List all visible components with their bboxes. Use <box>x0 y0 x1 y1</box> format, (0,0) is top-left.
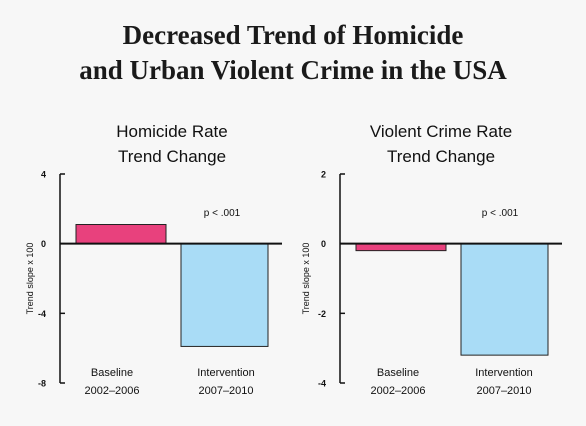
chart-1-y-axis-label: Trend slope x 100 <box>25 243 35 315</box>
chart-1-category-1-line-1: Baseline <box>91 367 133 379</box>
chart-2-ytick-label--4: -4 <box>318 379 326 389</box>
chart-2-y-axis-label: Trend slope x 100 <box>301 243 311 315</box>
chart-1-ytick-label--8: -8 <box>38 379 46 389</box>
chart-1-ytick-label-0: 0 <box>41 239 46 249</box>
chart-2-category-2-line-2: 2007–2010 <box>476 385 531 397</box>
chart-1-ytick-label-4: 4 <box>41 170 46 180</box>
chart-1-bar-intervention <box>180 243 269 347</box>
chart-2-category-1-line-1: Baseline <box>377 367 419 379</box>
main-title-line-2: and Urban Violent Crime in the USA <box>79 55 507 85</box>
chart-2-ytick-label--2: -2 <box>318 309 326 319</box>
chart-2-bar-baseline <box>355 243 447 252</box>
chart-2-category-2-line-1: Intervention <box>475 367 532 379</box>
chart-2-ytick-label-0: 0 <box>321 239 326 249</box>
main-title: Decreased Trend of Homicide and Urban Vi… <box>0 18 586 88</box>
chart-2-ytick-label-2: 2 <box>321 170 326 180</box>
chart-1-title-line-1: Homicide Rate <box>116 122 228 141</box>
chart-2-p-value: p < .001 <box>482 208 519 219</box>
chart-1-category-2-line-1: Intervention <box>197 367 254 379</box>
chart-1-ytick-label--4: -4 <box>38 309 46 319</box>
chart-1-title-line-2: Trend Change <box>118 147 226 166</box>
chart-2-title-line-1: Violent Crime Rate <box>370 122 512 141</box>
chart-1-p-value: p < .001 <box>204 208 241 219</box>
chart-1-bar-baseline <box>75 224 167 245</box>
chart-2-bar-intervention <box>460 243 549 356</box>
chart-1-category-1-line-2: 2002–2006 <box>84 385 139 397</box>
chart-1-category-2-line-2: 2007–2010 <box>198 385 253 397</box>
chart-2-title-line-2: Trend Change <box>387 147 495 166</box>
chart-2-category-1-line-2: 2002–2006 <box>370 385 425 397</box>
main-title-line-1: Decreased Trend of Homicide <box>122 20 464 50</box>
